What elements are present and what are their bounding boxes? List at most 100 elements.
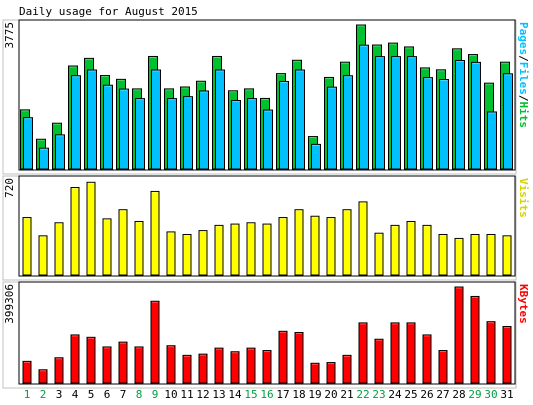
files-bar bbox=[375, 56, 385, 170]
visits-bar bbox=[38, 235, 48, 276]
x-tick-label: 22 bbox=[356, 388, 369, 401]
x-tick-label: 13 bbox=[212, 388, 225, 401]
files-bar bbox=[407, 56, 417, 170]
kbytes-bar bbox=[182, 354, 192, 384]
visits-bar bbox=[294, 209, 304, 276]
series-label-part: Pages bbox=[517, 22, 530, 55]
x-axis-day-labels: 1 2 3 4 5 6 7 8 9 10 11 12 13 14 15 16 17 18 19 20 21 22 23 24 2… bbox=[24, 388, 514, 401]
kbytes-bar bbox=[102, 346, 112, 384]
series-label-part: / bbox=[517, 95, 530, 102]
x-tick-label: 8 bbox=[136, 388, 143, 401]
kbytes-bar bbox=[502, 326, 512, 384]
kbytes-bar bbox=[198, 353, 208, 384]
series-label-part: Visits bbox=[517, 178, 530, 218]
files-bar bbox=[183, 96, 193, 170]
visits-bar bbox=[230, 223, 240, 276]
x-tick-label: 6 bbox=[104, 388, 111, 401]
kbytes-bar bbox=[406, 322, 416, 384]
visits-bar bbox=[86, 181, 96, 276]
visits-bar bbox=[438, 234, 448, 276]
chart-title: Daily usage for August 2015 bbox=[19, 5, 198, 18]
kbytes-bar bbox=[214, 347, 224, 384]
files-bar bbox=[247, 98, 257, 170]
kbytes-bar bbox=[134, 346, 144, 384]
files-bar bbox=[343, 75, 353, 170]
visits-bar bbox=[54, 222, 64, 276]
x-tick-label: 31 bbox=[500, 388, 513, 401]
files-bar bbox=[471, 61, 481, 170]
visits-bar bbox=[22, 217, 32, 276]
series-label: KBytes bbox=[517, 284, 530, 324]
visits-bar bbox=[166, 231, 176, 276]
visits-bar bbox=[342, 209, 352, 276]
kbytes-bar bbox=[470, 295, 480, 384]
files-bar bbox=[231, 100, 241, 170]
kbytes-bar bbox=[438, 350, 448, 384]
kbytes-bar bbox=[294, 332, 304, 384]
x-tick-label: 18 bbox=[292, 388, 305, 401]
x-tick-label: 10 bbox=[164, 388, 177, 401]
x-tick-label: 1 bbox=[24, 388, 31, 401]
x-tick-label: 7 bbox=[120, 388, 127, 401]
kbytes-bar bbox=[230, 351, 240, 384]
x-tick-label: 2 bbox=[40, 388, 47, 401]
files-bar bbox=[135, 98, 145, 170]
visits-bar bbox=[358, 201, 368, 276]
visits-bar bbox=[422, 224, 432, 276]
kbytes-bar bbox=[326, 362, 336, 384]
kbytes-bar bbox=[246, 347, 256, 384]
kbytes-bar bbox=[166, 345, 176, 384]
visits-bar bbox=[262, 223, 272, 276]
files-bar bbox=[423, 77, 433, 170]
kbytes-bar bbox=[390, 322, 400, 384]
kbytes-bar bbox=[486, 321, 496, 384]
kbytes-bar bbox=[454, 286, 464, 384]
panel-kbytes: 399306 KBytes bbox=[2, 281, 530, 389]
kbytes-bar bbox=[54, 357, 64, 384]
files-bar bbox=[199, 90, 209, 170]
visits-bar bbox=[150, 190, 160, 276]
kbytes-bar bbox=[86, 336, 96, 384]
visits-bar bbox=[102, 218, 112, 276]
panel-visits: 720 Visits bbox=[2, 175, 530, 281]
x-tick-label: 26 bbox=[420, 388, 433, 401]
visits-bar bbox=[470, 234, 480, 276]
x-tick-label: 30 bbox=[484, 388, 497, 401]
x-tick-label: 28 bbox=[452, 388, 465, 401]
x-tick-label: 17 bbox=[276, 388, 289, 401]
visits-bar bbox=[502, 235, 512, 276]
series-label: Visits bbox=[517, 178, 530, 218]
files-bar bbox=[327, 86, 337, 170]
kbytes-bar bbox=[150, 300, 160, 384]
series-label-part: Hits bbox=[517, 102, 530, 129]
files-bar bbox=[263, 109, 273, 170]
x-tick-label: 4 bbox=[72, 388, 79, 401]
x-tick-label: 21 bbox=[340, 388, 353, 401]
visits-bar bbox=[70, 187, 80, 276]
visits-bar bbox=[454, 237, 464, 276]
x-tick-label: 9 bbox=[152, 388, 159, 401]
x-tick-label: 29 bbox=[468, 388, 481, 401]
series-label-part: KBytes bbox=[517, 284, 530, 324]
panel-hits-files: 3775 Pages/Files/Hits bbox=[2, 19, 530, 175]
files-bar bbox=[503, 73, 513, 170]
x-tick-label: 16 bbox=[260, 388, 273, 401]
files-bar bbox=[215, 69, 225, 170]
visits-bar bbox=[486, 234, 496, 276]
kbytes-bar bbox=[422, 334, 432, 384]
x-tick-label: 23 bbox=[372, 388, 385, 401]
kbytes-bar bbox=[342, 354, 352, 384]
visits-bar bbox=[214, 224, 224, 276]
kbytes-bar bbox=[118, 341, 128, 384]
series-label-part: Files bbox=[517, 62, 530, 95]
y-max-label: 3775 bbox=[3, 22, 16, 49]
x-tick-label: 12 bbox=[196, 388, 209, 401]
visits-bar bbox=[390, 224, 400, 276]
files-bar bbox=[23, 117, 33, 170]
x-tick-label: 25 bbox=[404, 388, 417, 401]
files-bar bbox=[167, 98, 177, 170]
files-bar bbox=[279, 80, 289, 170]
visits-bar bbox=[406, 220, 416, 276]
files-bar bbox=[455, 59, 465, 170]
